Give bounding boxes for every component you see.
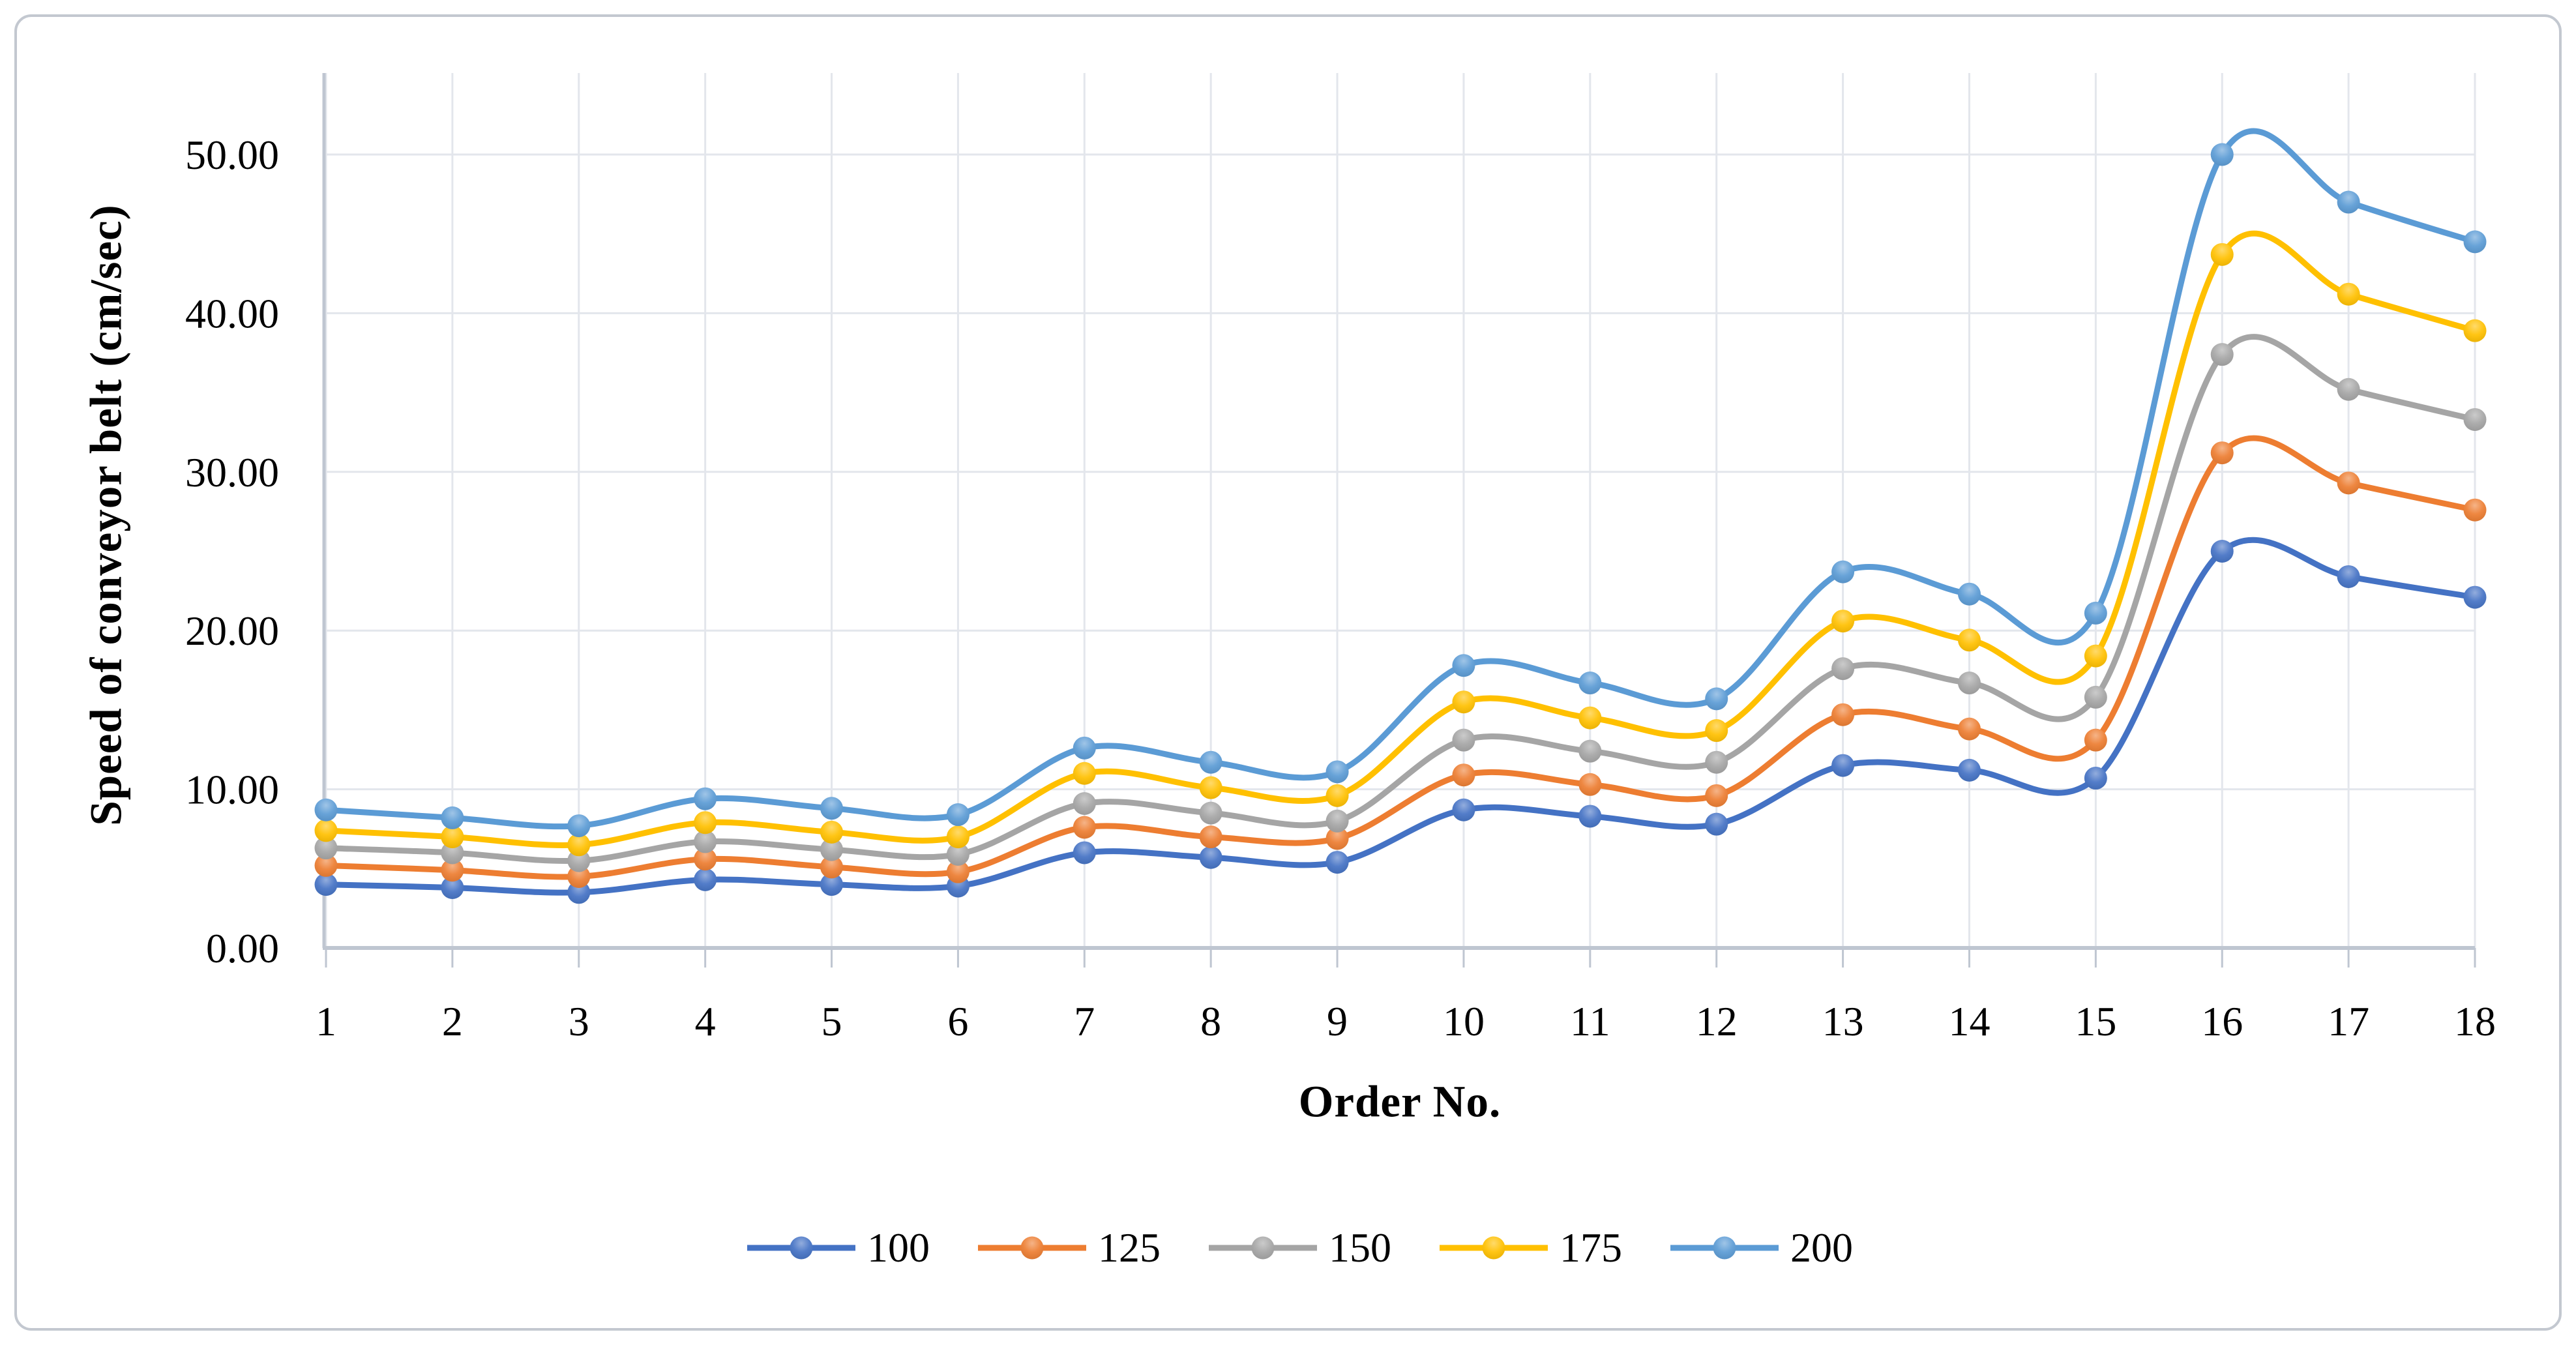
legend-item-125: 125 (977, 1227, 1161, 1269)
svg-text:5: 5 (822, 998, 842, 1044)
y-axis-title: Speed of conveyor belt (cm/sec) (81, 204, 131, 826)
legend-swatch-icon (1440, 1236, 1548, 1260)
svg-text:11: 11 (1570, 998, 1610, 1044)
legend-label: 175 (1560, 1224, 1622, 1271)
x-axis-title: Order No. (1298, 1076, 1502, 1127)
legend-item-175: 175 (1438, 1227, 1622, 1269)
svg-text:13: 13 (1822, 998, 1864, 1044)
svg-text:2: 2 (442, 998, 463, 1044)
svg-text:17: 17 (2328, 998, 2369, 1044)
svg-text:50.00: 50.00 (185, 132, 279, 178)
legend-item-100: 100 (746, 1227, 930, 1269)
legend-swatch-icon (1209, 1236, 1317, 1260)
svg-text:0.00: 0.00 (206, 925, 279, 971)
legend-item-150: 150 (1207, 1227, 1391, 1269)
svg-text:30.00: 30.00 (185, 449, 279, 495)
svg-text:12: 12 (1696, 998, 1738, 1044)
legend-label: 100 (867, 1224, 930, 1271)
legend-label: 125 (1098, 1224, 1161, 1271)
legend-swatch-icon (747, 1236, 855, 1260)
svg-text:14: 14 (1948, 998, 1990, 1044)
svg-text:20.00: 20.00 (185, 608, 279, 654)
svg-text:18: 18 (2454, 998, 2496, 1044)
svg-text:7: 7 (1074, 998, 1095, 1044)
svg-text:10.00: 10.00 (185, 767, 279, 813)
legend-label: 200 (1790, 1224, 1853, 1271)
legend-swatch-icon (1670, 1236, 1779, 1260)
svg-text:6: 6 (947, 998, 968, 1044)
legend-item-200: 200 (1669, 1227, 1853, 1269)
svg-text:1: 1 (316, 998, 336, 1044)
svg-text:15: 15 (2075, 998, 2116, 1044)
svg-text:16: 16 (2201, 998, 2243, 1044)
legend-label: 150 (1329, 1224, 1391, 1271)
legend-swatch-icon (978, 1236, 1086, 1260)
svg-text:3: 3 (569, 998, 589, 1044)
legend: 100 125 150 175 200 (746, 1227, 1853, 1269)
svg-text:4: 4 (695, 998, 716, 1044)
svg-text:40.00: 40.00 (185, 290, 279, 336)
svg-text:8: 8 (1200, 998, 1221, 1044)
svg-text:10: 10 (1443, 998, 1485, 1044)
svg-text:9: 9 (1327, 998, 1348, 1044)
